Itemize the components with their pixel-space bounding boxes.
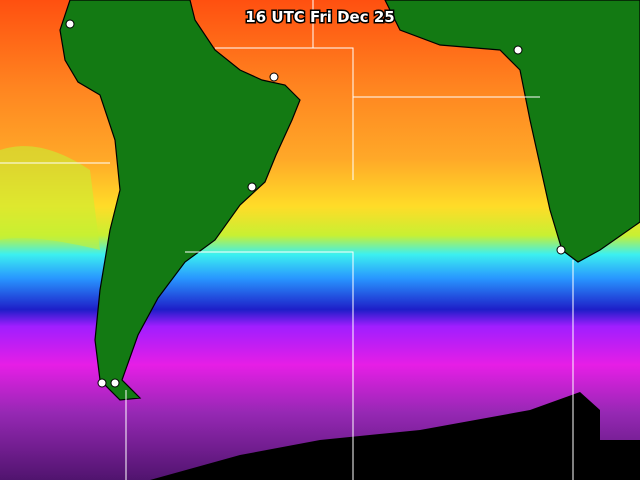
antarctica — [150, 392, 640, 480]
stations — [65, 19, 566, 388]
africa — [384, 0, 640, 263]
map-title: 16 UTC Fri Dec 25 — [245, 8, 394, 26]
warm-anomaly — [0, 146, 100, 250]
south-america — [59, 0, 301, 401]
grid-lines — [0, 0, 574, 480]
